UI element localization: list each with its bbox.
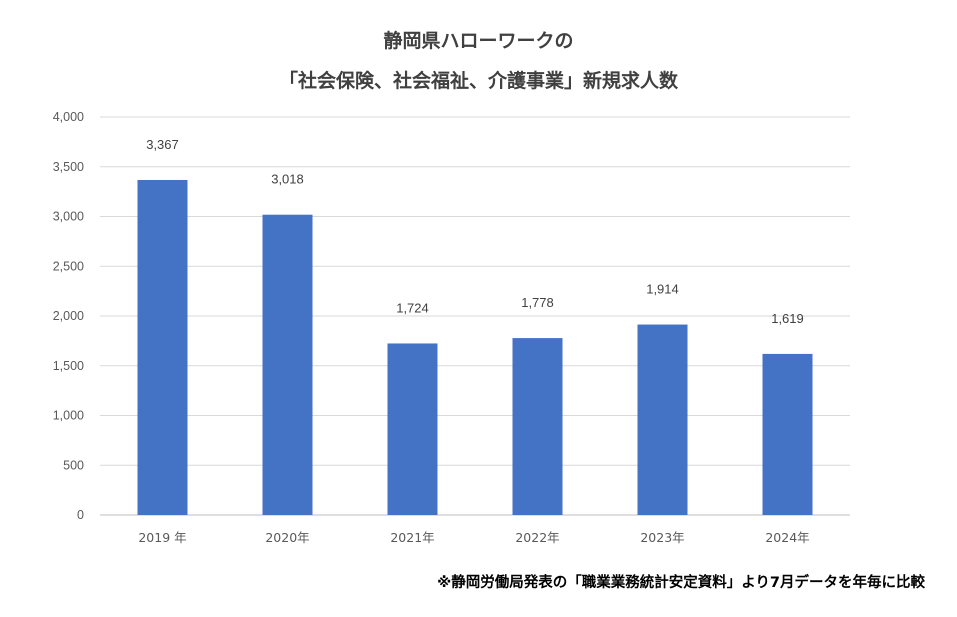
data-label: 3,367 [146,137,179,152]
x-tick-label: 2022年 [515,530,559,545]
y-tick-label: 3,500 [53,160,84,174]
y-tick-label: 0 [77,508,84,522]
y-tick-label: 500 [63,458,84,472]
x-tick-label: 2024年 [765,530,809,545]
data-label: 1,724 [396,300,429,315]
y-tick-label: 2,500 [53,259,84,273]
y-tick-label: 1,500 [53,359,84,373]
data-label: 3,018 [271,172,304,187]
bars [137,179,813,516]
bar [262,214,313,516]
chart-subtitle: 「社会保険、社会福祉、介護事業」新規求人数 [278,70,678,92]
y-axis-ticks: 0 500 1,000 1,500 2,000 2,500 3,000 3,500 4,000 [53,110,84,522]
x-tick-label: 2021年 [390,530,434,545]
footnote: ※静岡労働局発表の「職業業務統計安定資料」より7月データを年毎に比較 [437,575,925,591]
x-tick-label: 2023年 [640,530,684,545]
gridlines [100,116,850,516]
data-label: 1,914 [646,282,679,297]
bar [137,179,188,515]
data-labels: 3,367 3,018 1,724 1,778 1,914 1,619 [146,137,804,326]
bar [512,338,563,515]
y-tick-label: 2,000 [53,309,84,323]
y-tick-label: 3,000 [53,210,84,224]
bar [637,324,688,515]
y-tick-label: 1,000 [53,409,84,423]
x-tick-label: 2020年 [265,530,309,545]
data-label: 1,778 [521,295,554,310]
bar [762,353,813,515]
data-label: 1,619 [771,311,804,326]
chart-title: 静岡県ハローワークの [383,30,574,52]
x-tick-label: 2019 年 [138,530,186,545]
y-tick-label: 4,000 [53,110,84,124]
bar [387,343,438,515]
x-axis-ticks: 2019 年 2020年 2021年 2022年 2023年 2024年 [138,530,809,545]
